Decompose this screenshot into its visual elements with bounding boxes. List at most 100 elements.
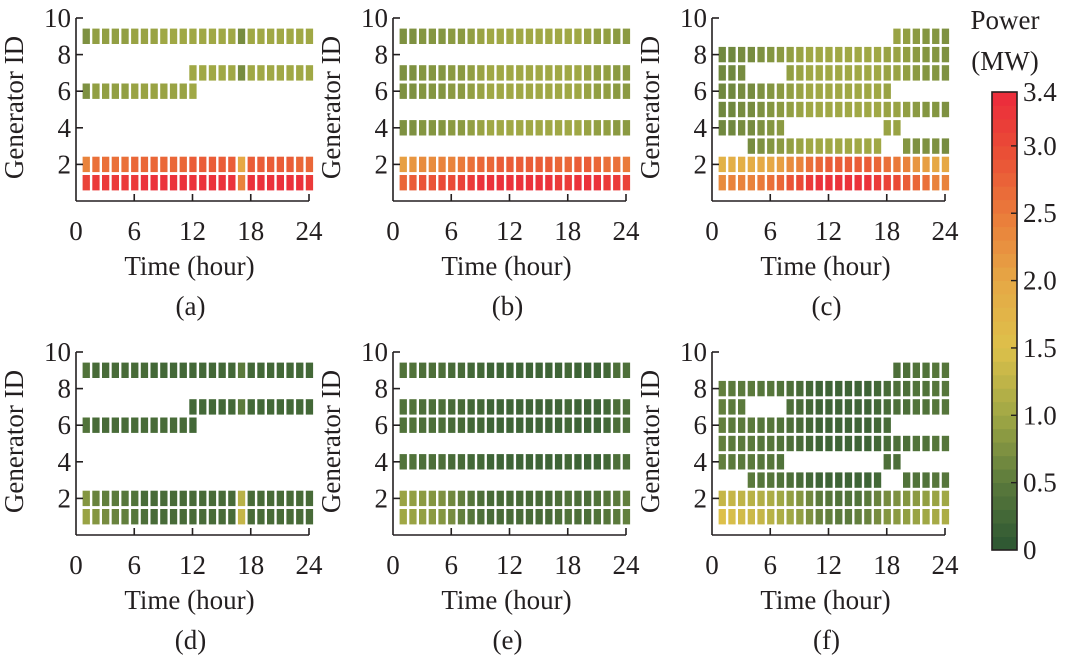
heatmap-cell xyxy=(525,509,534,525)
heatmap-cell xyxy=(805,399,814,415)
heatmap-cell xyxy=(564,399,572,415)
heatmap-cell xyxy=(873,138,882,154)
heatmap-cell xyxy=(854,417,862,433)
heatmap-cell xyxy=(506,417,514,433)
y-tick-label: 2 xyxy=(58,149,72,179)
heatmap-cell xyxy=(603,120,611,136)
heatmap-cell xyxy=(747,83,755,99)
heatmap-cell xyxy=(150,362,158,378)
heatmap-cell xyxy=(786,380,794,397)
heatmap-cell xyxy=(496,156,504,173)
heatmap-cell xyxy=(179,156,187,173)
colorbar-segment xyxy=(992,361,1017,376)
heatmap-cell xyxy=(247,399,255,415)
heatmap-cell xyxy=(496,362,504,378)
heatmap-cell xyxy=(932,101,940,118)
heatmap-cell xyxy=(738,65,746,81)
heatmap-cell xyxy=(477,156,485,173)
heatmap-cell xyxy=(477,417,485,433)
heatmap-cell xyxy=(805,46,814,63)
heatmap-cell xyxy=(941,138,950,154)
heatmap-cell xyxy=(257,399,265,415)
heatmap-cell xyxy=(199,28,207,44)
heatmap-cell xyxy=(516,156,524,173)
heatmap-cell xyxy=(199,362,207,378)
heatmap-cell xyxy=(825,83,833,99)
heatmap-cell xyxy=(305,509,314,525)
heatmap-cell xyxy=(218,175,226,191)
heatmap-cell xyxy=(622,65,631,81)
heatmap-cell xyxy=(150,509,158,525)
heatmap-cell xyxy=(883,454,891,470)
heatmap-cell xyxy=(747,509,755,525)
heatmap-cell xyxy=(276,399,284,415)
heatmap-cell xyxy=(574,83,582,99)
heatmap-cell xyxy=(893,399,901,415)
heatmap-cell xyxy=(622,28,631,44)
heatmap-cell xyxy=(613,454,621,470)
heatmap-cell xyxy=(516,399,524,415)
heatmap-cell xyxy=(786,399,794,415)
heatmap-cell xyxy=(593,28,601,44)
colorbar-segment xyxy=(992,374,1017,389)
heatmap-cell xyxy=(554,362,563,378)
heatmap-cell xyxy=(218,362,226,378)
heatmap-cell xyxy=(873,46,882,63)
heatmap-cell xyxy=(786,509,794,525)
heatmap-cell xyxy=(912,101,920,118)
heatmap-cell xyxy=(738,380,746,397)
heatmap-cell xyxy=(409,65,417,81)
heatmap-cell xyxy=(932,435,940,452)
heatmap-cell xyxy=(613,175,621,191)
heatmap-cell xyxy=(257,175,265,191)
heatmap-cell xyxy=(516,120,524,136)
heatmap-cell xyxy=(160,156,168,173)
heatmap-cell xyxy=(496,490,504,507)
heatmap-cell xyxy=(150,28,158,44)
heatmap-cell xyxy=(757,83,765,99)
heatmap-cell xyxy=(574,417,582,433)
heatmap-cell xyxy=(525,156,534,173)
heatmap-cell xyxy=(564,417,572,433)
heatmap-cell xyxy=(525,175,534,191)
heatmap-cell xyxy=(276,65,284,81)
heatmap-cell xyxy=(728,46,736,63)
heatmap-cell xyxy=(835,472,843,488)
heatmap-cell xyxy=(496,175,504,191)
heatmap-cell xyxy=(399,490,407,507)
heatmap-cell xyxy=(457,417,466,433)
heatmap-cell xyxy=(140,362,149,378)
heatmap-cell xyxy=(738,399,746,415)
heatmap-cell xyxy=(525,65,534,81)
heatmap-cell xyxy=(786,156,794,173)
colorbar-title-line1: Power xyxy=(971,5,1040,35)
heatmap-cell xyxy=(419,83,427,99)
heatmap-cell xyxy=(854,509,862,525)
heatmap-cell xyxy=(457,28,466,44)
heatmap-cell xyxy=(448,362,456,378)
y-tick-label: 2 xyxy=(375,483,389,513)
heatmap-cell xyxy=(228,509,236,525)
heatmap-cell xyxy=(574,28,582,44)
y-tick-label: 10 xyxy=(680,3,707,33)
heatmap-cell xyxy=(554,65,563,81)
heatmap-cell xyxy=(438,156,446,173)
heatmap-cell xyxy=(622,83,631,99)
heatmap-cell xyxy=(160,28,168,44)
y-tick-label: 2 xyxy=(58,483,72,513)
heatmap-cell xyxy=(554,120,563,136)
heatmap-cell xyxy=(228,175,236,191)
heatmap-cell xyxy=(584,362,592,378)
heatmap-cell xyxy=(419,175,427,191)
heatmap-cell xyxy=(728,120,736,136)
heatmap-cell xyxy=(622,490,631,507)
heatmap-cell xyxy=(419,156,427,173)
heatmap-cell xyxy=(757,120,765,136)
heatmap-cell xyxy=(247,65,255,81)
heatmap-cell xyxy=(564,156,572,173)
heatmap-cell xyxy=(457,399,466,415)
heatmap-cell xyxy=(199,156,207,173)
heatmap-cell xyxy=(893,175,901,191)
colorbar-segment xyxy=(992,415,1017,430)
